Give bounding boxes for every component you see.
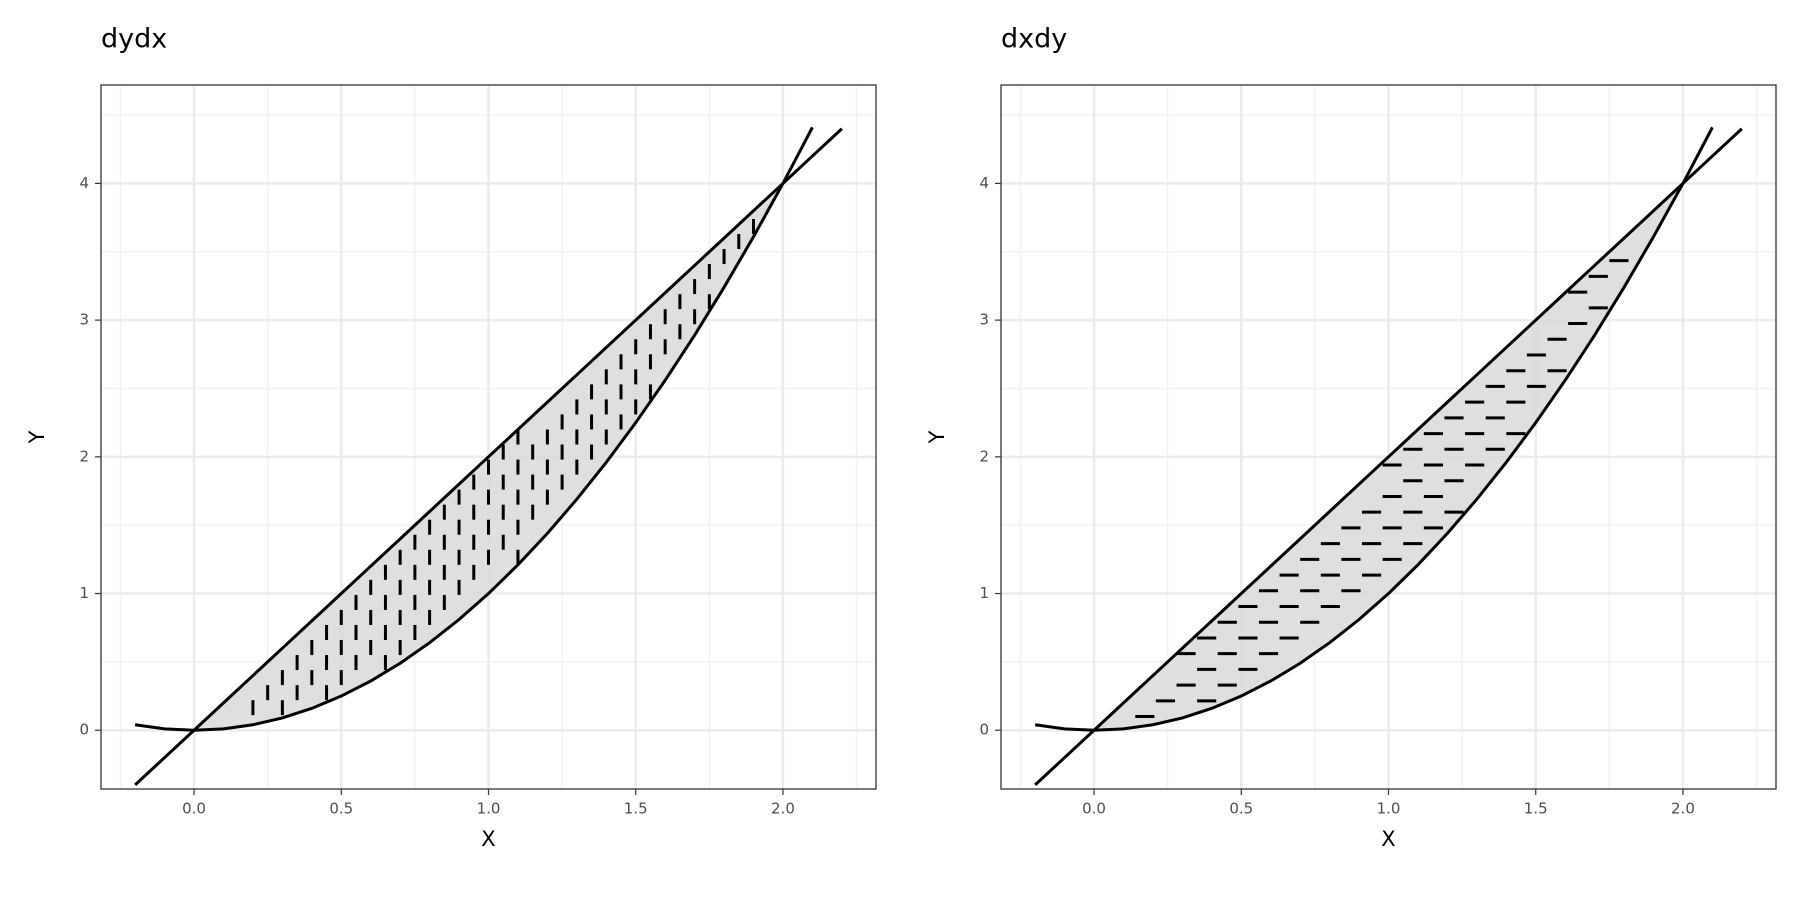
curve [1034,127,1743,786]
plot-area [1034,126,1743,786]
y-tick-label: 3 [979,311,989,329]
x-tick-label: 1.0 [477,800,501,818]
y-axis-title: Y [25,430,49,444]
y-tick-label: 4 [979,174,989,192]
x-tick-label: 0.5 [329,800,353,818]
curve [134,126,814,732]
panel-title: dxdy [1001,24,1067,55]
x-tick-label: 0.0 [1082,800,1106,818]
plot-area [134,126,843,786]
x-axis-title: X [1381,827,1395,851]
y-tick-label: 4 [79,174,89,192]
curve [1034,126,1714,732]
x-tick-label: 1.5 [1524,800,1548,818]
y-tick-label: 0 [979,721,989,739]
y-axis-title: Y [925,430,949,444]
panel-border [1000,84,1777,790]
x-tick-label: 0.0 [182,800,206,818]
panel-border [100,84,877,790]
y-tick-label: 1 [79,584,89,602]
y-tick-label: 2 [79,447,89,465]
x-tick-label: 0.5 [1229,800,1253,818]
y-tick-label: 0 [79,721,89,739]
y-tick-label: 2 [979,447,989,465]
x-tick-label: 2.0 [771,800,795,818]
x-tick-label: 1.0 [1377,800,1401,818]
y-tick-label: 3 [79,311,89,329]
curve [134,127,843,786]
panel-title: dydx [101,24,167,55]
x-tick-label: 1.5 [624,800,648,818]
x-tick-label: 2.0 [1671,800,1695,818]
y-tick-label: 1 [979,584,989,602]
x-axis-title: X [481,827,495,851]
